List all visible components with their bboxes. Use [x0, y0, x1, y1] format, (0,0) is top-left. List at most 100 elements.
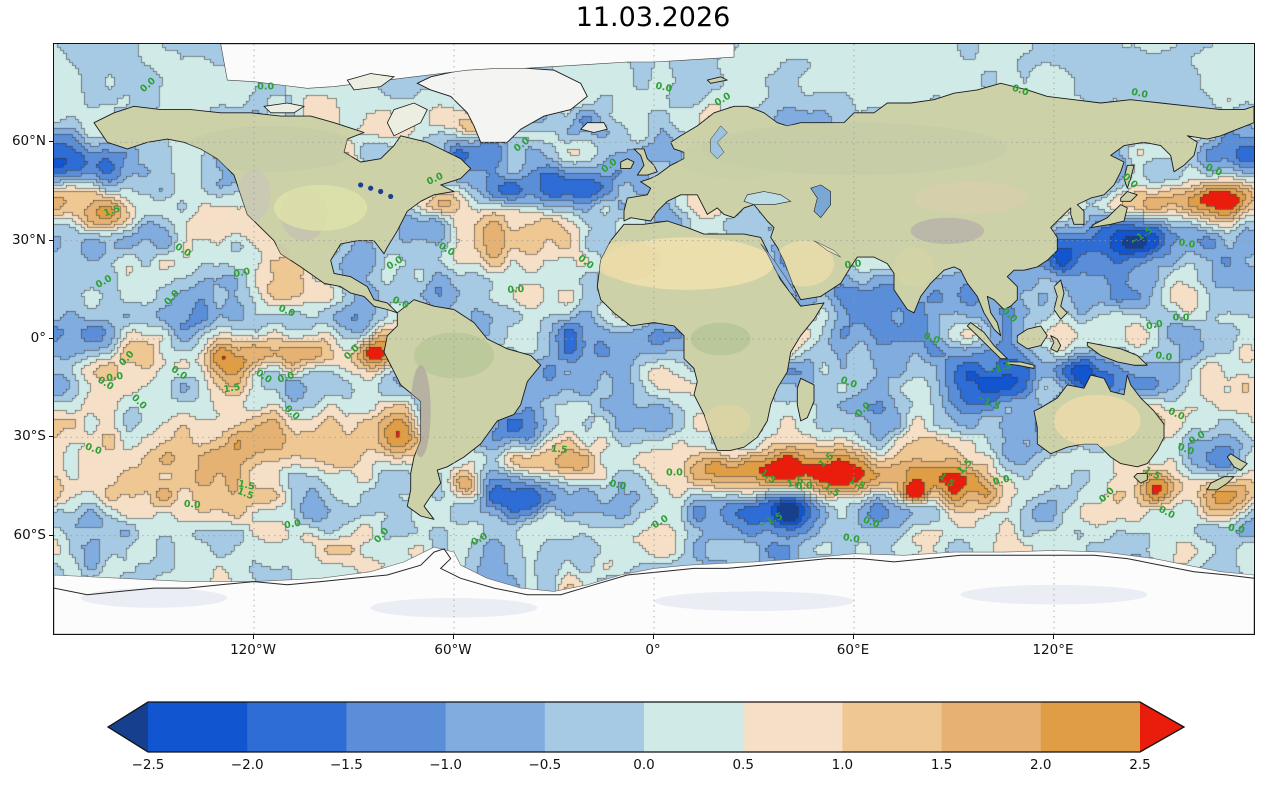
- contour-label: −1.5: [1128, 225, 1155, 248]
- world-map-overlay: 1.50.01.50.00.01.51.50.00.00.00.0−1.50.0…: [54, 44, 1254, 634]
- contour-label: −1.5: [975, 392, 1002, 412]
- contour-label: 0.0: [106, 371, 125, 385]
- contour-label: 1.5: [817, 451, 837, 471]
- contour-label: 0.0: [576, 253, 596, 272]
- contour-label: 0.0: [117, 349, 137, 369]
- arctic-island: [263, 102, 306, 114]
- antarctic-coastline: [54, 548, 1254, 596]
- colorbar-segment: [1040, 702, 1141, 752]
- ice-shading: [80, 588, 228, 608]
- contour-label: 0.0: [1178, 237, 1197, 251]
- red-sea: [760, 243, 798, 298]
- great-lake: [388, 193, 394, 200]
- contour-label: 0.0: [1130, 87, 1149, 101]
- contour-label: 0.0: [842, 532, 861, 546]
- greenland: [416, 66, 588, 143]
- colorbar-segment: [346, 702, 447, 752]
- caspian-sea: [810, 184, 831, 219]
- y-axis-tick-label: 60°S: [13, 526, 47, 543]
- contour-label: 0.0: [1187, 429, 1207, 447]
- contour-label: −1.5: [986, 360, 1013, 378]
- contour-label: 0.0: [94, 273, 114, 291]
- x-axis-tick-label: 60°E: [836, 642, 870, 658]
- y-axis-tick-label: 30°S: [13, 428, 47, 445]
- iceland: [579, 122, 608, 133]
- contour-label: 0.0: [512, 135, 532, 154]
- contour-label: 1.5: [223, 382, 241, 395]
- contour-label: 0.0: [129, 392, 149, 412]
- land-polygon: [966, 322, 1008, 360]
- colorbar-segment: [247, 702, 347, 752]
- land-polygon: [706, 76, 728, 84]
- y-axis-tick-mark: [49, 141, 53, 143]
- contour-label: 0.0: [666, 467, 683, 478]
- contour-label: 1.5: [955, 457, 974, 477]
- contour-label: 0.0: [654, 81, 673, 95]
- persian-gulf: [813, 240, 841, 258]
- contour-label: 1.5: [847, 475, 867, 493]
- contour-label: 0.0: [276, 370, 296, 386]
- colorbar-segment: [842, 702, 943, 752]
- contour-label: 0.0: [507, 284, 525, 296]
- colorbar-segment: [544, 702, 645, 752]
- y-axis-tick-mark: [49, 338, 53, 339]
- colorbar-tick-label: 0.0: [633, 757, 655, 773]
- contour-label: 0.0: [599, 156, 619, 175]
- colorbar-tick-label: −2.5: [131, 757, 165, 773]
- colorbar-segment: [743, 702, 843, 752]
- contour-label: 0.0: [257, 82, 274, 93]
- colorbar-outline: [107, 701, 1186, 753]
- contour-label: 0.0: [650, 513, 670, 531]
- contour-label: 0.0: [138, 75, 158, 95]
- contour-label: 0.0: [173, 241, 193, 259]
- colorbar-tick-label: 2.5: [1129, 757, 1151, 773]
- colorbar-segment: [644, 702, 744, 752]
- land-polygon: [1133, 472, 1148, 484]
- x-axis-tick-mark: [453, 635, 454, 639]
- contour-label: 0.0: [713, 90, 733, 108]
- colorbar-segment: [445, 702, 546, 752]
- contour-label: 0.0: [233, 266, 252, 280]
- y-axis-tick-mark: [49, 239, 53, 241]
- baltic-sea: [710, 125, 728, 160]
- contour-label: 0.0: [83, 441, 103, 457]
- y-axis-tick-mark: [49, 534, 53, 536]
- x-axis-tick-mark: [1053, 635, 1054, 639]
- contour-label: 0.0: [470, 531, 490, 549]
- contour-label: 0.0: [1227, 522, 1246, 536]
- colorbar-tick-label: 1.5: [930, 757, 953, 773]
- contour-label: 1.5: [237, 479, 256, 493]
- x-axis-tick-label: 120°E: [1032, 642, 1074, 658]
- contour-label: 0.0: [1155, 350, 1174, 364]
- contour-label: 1.5: [786, 475, 805, 490]
- land-polygon: [1003, 361, 1035, 369]
- contour-label: 0.0: [839, 375, 859, 391]
- colorbar-over-arrow: [1140, 702, 1184, 752]
- contour-label: 1.5: [102, 203, 122, 219]
- contour-label: 0.0: [1166, 406, 1186, 423]
- land-polygon: [1120, 191, 1138, 202]
- arctic-sea-ice: [220, 44, 735, 89]
- land-polygon: [1206, 476, 1235, 491]
- land-polygon: [1016, 325, 1048, 350]
- x-axis-tick-mark: [253, 635, 254, 639]
- contour-label: 0.0: [608, 478, 627, 493]
- contour-label: 0.0: [254, 367, 274, 386]
- contour-label: 0.0: [1157, 504, 1177, 522]
- contour-label: 0.0: [1145, 318, 1164, 332]
- contour-label: 1.5: [822, 481, 842, 500]
- ice-shading: [654, 591, 854, 612]
- colorbar-tick-label: 1.0: [831, 757, 854, 773]
- land-polygon: [1086, 341, 1148, 366]
- x-axis-tick-mark: [653, 635, 654, 639]
- contour-label: 1.5: [550, 443, 568, 455]
- land-polygon: [1090, 204, 1128, 229]
- contour-label: 1.5: [758, 467, 778, 486]
- black-sea: [743, 191, 792, 205]
- contour-label: 1.5: [937, 471, 957, 490]
- contour-label: 0.0: [277, 303, 297, 320]
- colorbar-segment: [941, 702, 1042, 752]
- plot-title: 11.03.2026: [575, 2, 731, 33]
- contour-label: 0.0: [183, 499, 201, 511]
- land-polygon: [1226, 453, 1248, 471]
